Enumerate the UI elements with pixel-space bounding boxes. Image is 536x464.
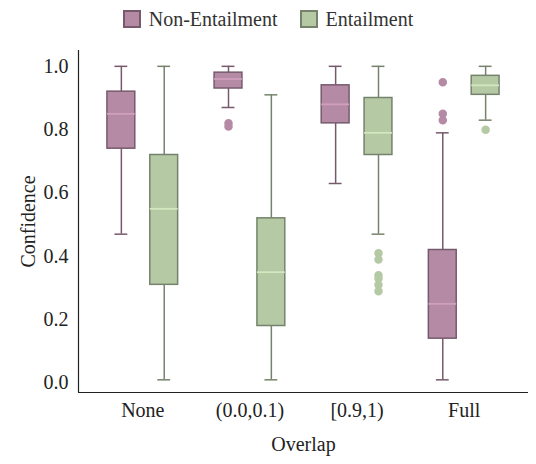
svg-text:(0.0,0.1): (0.0,0.1) — [216, 399, 284, 422]
html-text:Entailment: Entailment — [325, 7, 414, 30]
svg-text:0.4: 0.4 — [44, 245, 69, 267]
svg-text:Overlap: Overlap — [271, 433, 335, 456]
svg-text:0.6: 0.6 — [44, 181, 69, 203]
svg-text:Full: Full — [448, 399, 481, 421]
svg-text:0.8: 0.8 — [44, 118, 69, 140]
svg-text:Confidence: Confidence — [17, 175, 39, 267]
svg-text:None: None — [121, 399, 164, 421]
svg-text:0.0: 0.0 — [44, 371, 69, 393]
html-text:Non-Entailment: Non-Entailment — [148, 7, 278, 30]
svg-text:0.2: 0.2 — [44, 308, 69, 330]
svg-text:1.0: 1.0 — [44, 55, 69, 77]
svg-text:[0.9,1): [0.9,1) — [330, 399, 383, 422]
